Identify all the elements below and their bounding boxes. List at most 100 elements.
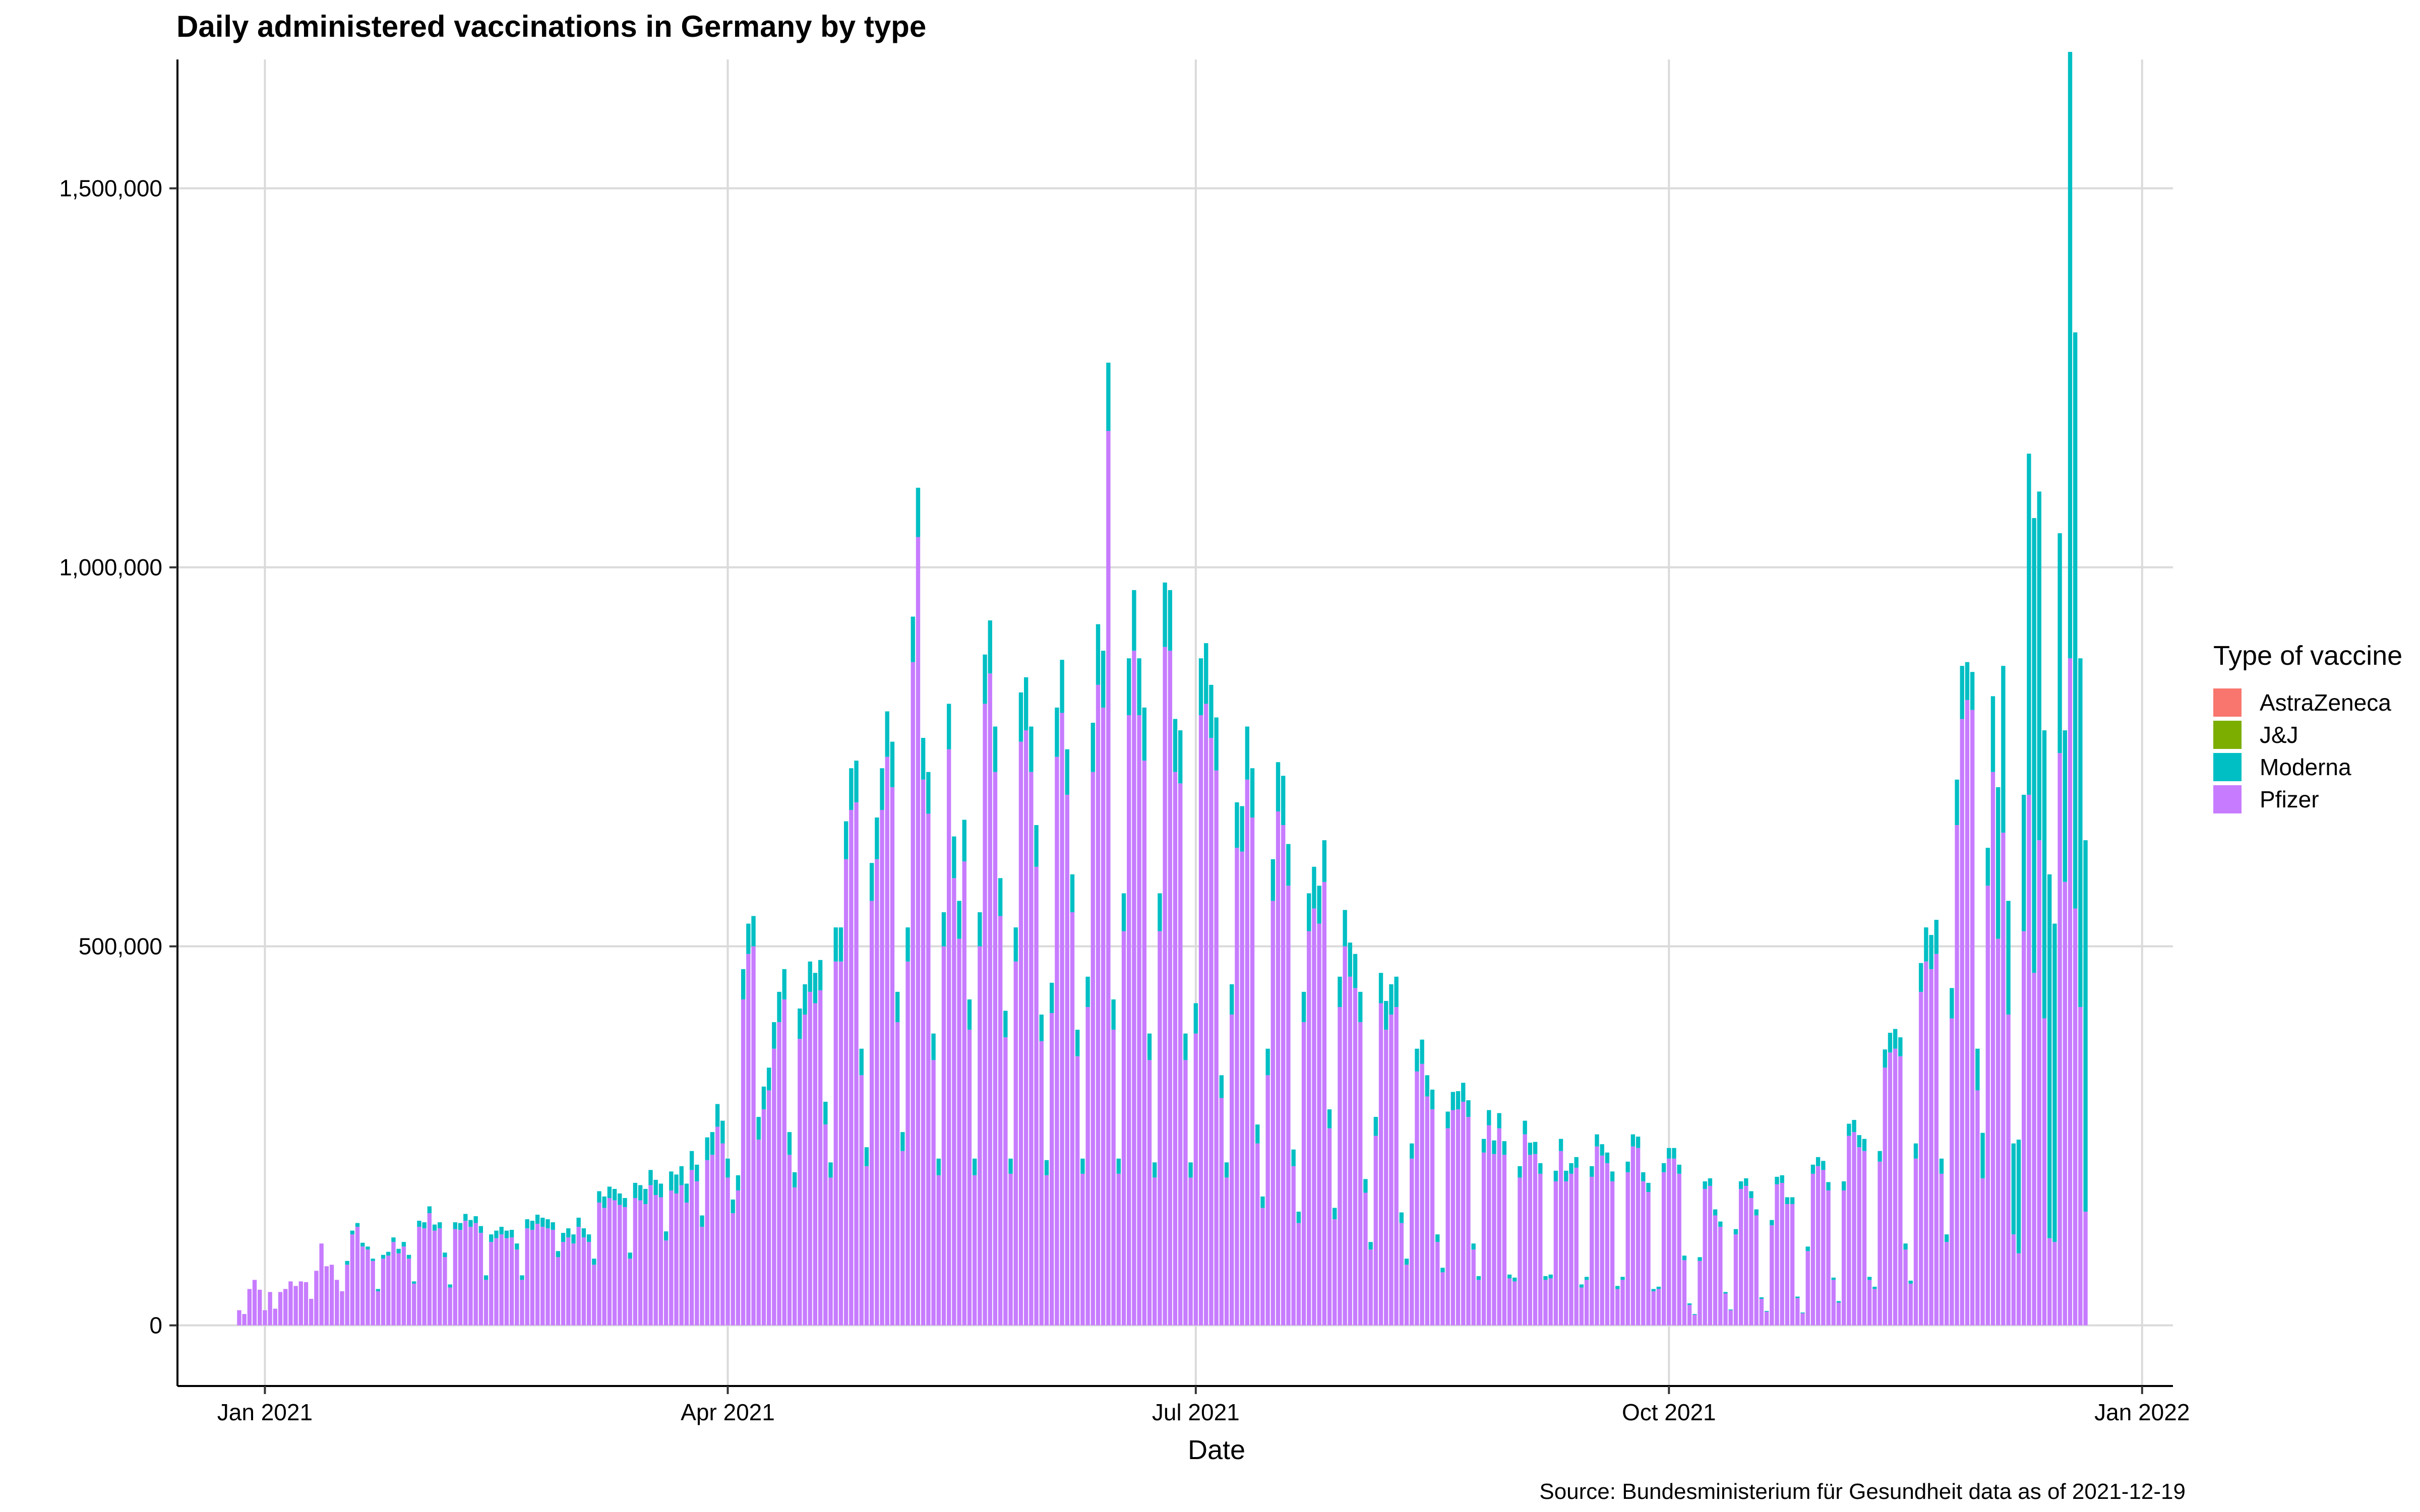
bar-moderna xyxy=(607,1186,612,1199)
bar-moderna xyxy=(761,1086,766,1110)
bar-pfizer xyxy=(1049,1013,1054,1326)
bar-moderna xyxy=(1111,999,1116,1030)
bar-pfizer xyxy=(1142,761,1146,1326)
bar-moderna xyxy=(1980,1132,1985,1178)
bar-moderna xyxy=(1770,1220,1774,1226)
bar-pfizer xyxy=(1810,1173,1816,1326)
bar-moderna xyxy=(885,711,889,757)
bar-pfizer xyxy=(1970,710,1975,1326)
legend-item-pfizer: Pfizer xyxy=(2213,783,2402,815)
bar-pfizer xyxy=(401,1246,406,1326)
x-tick-label: Jul 2021 xyxy=(1152,1399,1240,1425)
bar-moderna xyxy=(1373,1117,1378,1136)
bar-pfizer xyxy=(345,1265,349,1326)
bar-pfizer xyxy=(1502,1155,1507,1326)
bar-moderna xyxy=(1121,893,1126,931)
bar-moderna xyxy=(1183,1033,1188,1060)
bar-pfizer xyxy=(1163,647,1167,1326)
bar-pfizer xyxy=(1641,1181,1646,1326)
bar-pfizer xyxy=(1646,1191,1651,1326)
bar-pfizer xyxy=(643,1204,648,1326)
bar-moderna xyxy=(1255,1124,1260,1144)
bar-pfizer xyxy=(406,1258,411,1326)
bar-moderna xyxy=(978,912,982,947)
legend-item-jj: J&J xyxy=(2213,719,2402,751)
bar-moderna xyxy=(1240,806,1244,852)
bar-moderna xyxy=(1178,730,1183,784)
bar-moderna xyxy=(1641,1172,1646,1181)
bar-moderna xyxy=(1960,666,1964,719)
bar-pfizer xyxy=(803,1015,807,1326)
bar-pfizer xyxy=(1296,1223,1301,1326)
bar-pfizer xyxy=(1492,1154,1496,1326)
bar-pfizer xyxy=(1836,1302,1841,1326)
bar-moderna xyxy=(2063,730,2067,882)
bar-moderna xyxy=(581,1228,586,1238)
bar-moderna xyxy=(695,1164,699,1181)
bar-moderna xyxy=(1188,1162,1193,1178)
bar-moderna xyxy=(1291,1149,1296,1166)
bar-moderna xyxy=(1384,1000,1388,1030)
bar-pfizer xyxy=(1060,713,1064,1326)
bar-moderna xyxy=(766,1067,771,1091)
bar-pfizer xyxy=(509,1237,514,1326)
bar-pfizer xyxy=(1343,946,1347,1326)
bar-moderna xyxy=(350,1230,355,1235)
bar-moderna xyxy=(921,738,926,780)
bar-pfizer xyxy=(2032,973,2036,1326)
bar-pfizer xyxy=(520,1280,524,1326)
bar-pfizer xyxy=(1512,1281,1517,1326)
bar-moderna xyxy=(1934,920,1939,954)
bar-moderna xyxy=(1013,927,1018,962)
bar-pfizer xyxy=(1538,1173,1543,1326)
bar-moderna xyxy=(1158,893,1162,931)
bar-moderna xyxy=(843,821,849,859)
bar-pfizer xyxy=(1600,1155,1604,1326)
bar-pfizer xyxy=(324,1266,329,1326)
bar-moderna xyxy=(1497,1113,1501,1128)
bar-pfizer xyxy=(427,1213,432,1326)
bar-moderna xyxy=(1481,1139,1486,1153)
bar-moderna xyxy=(1091,723,1095,772)
series-pfizer-bars xyxy=(237,430,2088,1326)
bar-pfizer xyxy=(298,1281,304,1326)
bar-pfizer xyxy=(597,1203,601,1326)
bar-moderna xyxy=(792,1172,797,1187)
bar-moderna xyxy=(705,1137,709,1160)
bar-pfizer xyxy=(1738,1188,1743,1326)
legend-label-jj: J&J xyxy=(2260,722,2298,748)
bar-moderna xyxy=(1790,1197,1795,1205)
bar-pfizer xyxy=(1569,1173,1574,1326)
bar-moderna xyxy=(504,1230,509,1238)
bar-moderna xyxy=(1039,1015,1044,1041)
bar-pfizer xyxy=(1677,1173,1681,1326)
bar-moderna xyxy=(689,1151,694,1170)
bar-pfizer xyxy=(381,1258,386,1326)
bar-pfizer xyxy=(1564,1181,1568,1326)
bar-moderna xyxy=(1754,1209,1759,1216)
bar-moderna xyxy=(473,1216,478,1223)
bar-pfizer xyxy=(1193,1033,1198,1326)
bar-moderna xyxy=(2001,666,2006,833)
bar-pfizer xyxy=(766,1090,771,1326)
bar-pfizer xyxy=(1065,794,1069,1326)
bar-pfizer xyxy=(854,802,859,1326)
bar-pfizer xyxy=(1214,770,1219,1326)
bar-moderna xyxy=(1888,1033,1893,1053)
bar-moderna xyxy=(1343,910,1347,947)
bar-moderna xyxy=(669,1171,674,1190)
bar-moderna xyxy=(1265,1048,1270,1076)
bar-pfizer xyxy=(2073,908,2078,1326)
bar-moderna xyxy=(566,1228,571,1238)
bar-moderna xyxy=(1235,802,1239,848)
bar-moderna xyxy=(941,912,946,947)
bar-pfizer xyxy=(813,1003,818,1326)
y-tick-label: 1,000,000 xyxy=(59,554,162,581)
bar-moderna xyxy=(952,836,956,878)
bar-pfizer xyxy=(293,1286,298,1326)
bar-moderna xyxy=(1590,1166,1594,1177)
bar-moderna xyxy=(1728,1309,1733,1310)
bar-pfizer xyxy=(633,1198,638,1326)
bar-moderna xyxy=(1523,1120,1527,1135)
bar-pfizer xyxy=(489,1242,494,1326)
